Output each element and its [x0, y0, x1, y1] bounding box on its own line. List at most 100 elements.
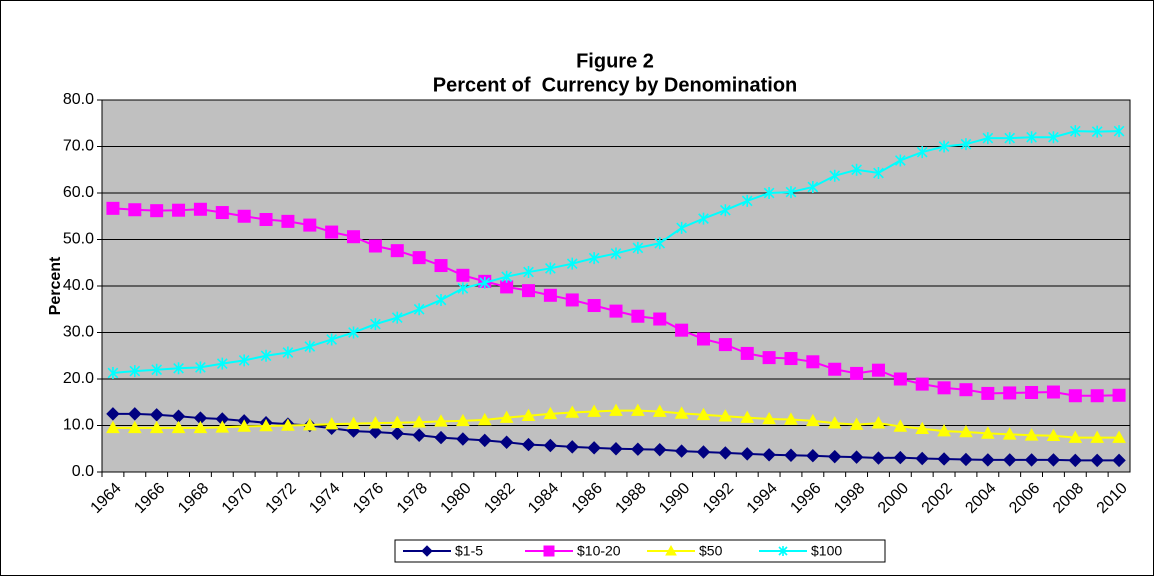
marker [499, 410, 514, 423]
marker [346, 416, 361, 429]
marker [195, 361, 206, 374]
marker [151, 363, 163, 376]
marker [566, 257, 578, 270]
marker [368, 425, 383, 439]
marker [325, 225, 339, 239]
chart-subtitle: Percent of Currency by Denomination [433, 74, 798, 96]
marker [1090, 430, 1105, 443]
marker [368, 239, 382, 253]
marker [106, 201, 120, 215]
marker [545, 262, 556, 275]
marker [173, 362, 184, 375]
marker [827, 416, 842, 429]
marker [587, 441, 601, 455]
marker [871, 363, 885, 377]
marker [413, 303, 425, 316]
marker [850, 366, 864, 380]
marker [937, 381, 951, 395]
marker [543, 438, 558, 453]
marker [1002, 427, 1017, 440]
marker [128, 407, 142, 421]
marker [784, 352, 798, 366]
marker [390, 244, 404, 258]
marker [303, 218, 317, 232]
marker [1112, 430, 1126, 443]
marker [434, 430, 448, 445]
marker [456, 413, 470, 427]
marker [674, 444, 689, 458]
marker [849, 450, 864, 464]
marker [871, 416, 886, 429]
marker [412, 428, 426, 442]
marker [763, 187, 775, 199]
marker [587, 299, 601, 313]
marker [740, 346, 754, 360]
marker [543, 406, 558, 420]
marker [1090, 389, 1104, 403]
marker [609, 442, 623, 456]
marker [981, 453, 995, 467]
legend-label: $1-5 [455, 543, 483, 559]
marker [412, 415, 426, 428]
marker [740, 447, 754, 461]
marker [807, 180, 819, 193]
marker [587, 404, 601, 417]
marker [632, 241, 644, 254]
marker [610, 247, 622, 260]
marker [653, 442, 667, 457]
marker [260, 349, 272, 362]
y-tick-label: 20.0 [63, 370, 94, 387]
marker [543, 288, 557, 302]
marker [873, 167, 884, 180]
marker [718, 338, 732, 352]
marker [501, 270, 513, 283]
marker [893, 450, 908, 465]
marker [522, 284, 536, 298]
marker [937, 424, 951, 437]
legend-label: $10-20 [577, 543, 621, 559]
marker [631, 442, 645, 456]
marker [565, 440, 579, 454]
marker [960, 138, 972, 151]
marker [215, 206, 229, 220]
y-tick-label: 0.0 [72, 463, 94, 480]
y-axis-title: Percent [47, 256, 64, 315]
marker [521, 437, 536, 452]
marker [653, 312, 667, 326]
marker [412, 251, 426, 265]
y-tick-label: 40.0 [63, 277, 94, 294]
marker [193, 202, 207, 216]
marker [171, 420, 186, 434]
marker [302, 418, 317, 431]
marker [390, 426, 404, 441]
marker [435, 293, 447, 306]
marker [259, 213, 273, 227]
marker [762, 448, 776, 462]
marker [652, 404, 667, 417]
marker [654, 237, 666, 250]
marker [127, 420, 142, 434]
marker [893, 372, 907, 386]
chart-title: Figure 2 [576, 50, 654, 72]
marker [980, 426, 995, 439]
marker [1068, 389, 1082, 403]
marker [806, 449, 820, 463]
marker [1024, 453, 1039, 467]
marker [172, 203, 186, 217]
marker [106, 407, 120, 421]
marker [871, 451, 886, 465]
marker [193, 420, 208, 434]
marker [1046, 385, 1060, 399]
marker [698, 212, 709, 225]
marker [696, 445, 711, 459]
plot-border [101, 99, 1131, 473]
marker [1069, 125, 1081, 138]
marker [665, 544, 677, 556]
marker [1046, 428, 1061, 442]
marker [456, 268, 470, 282]
marker [778, 546, 788, 556]
marker [631, 309, 645, 323]
marker [937, 452, 951, 466]
marker [238, 354, 250, 367]
